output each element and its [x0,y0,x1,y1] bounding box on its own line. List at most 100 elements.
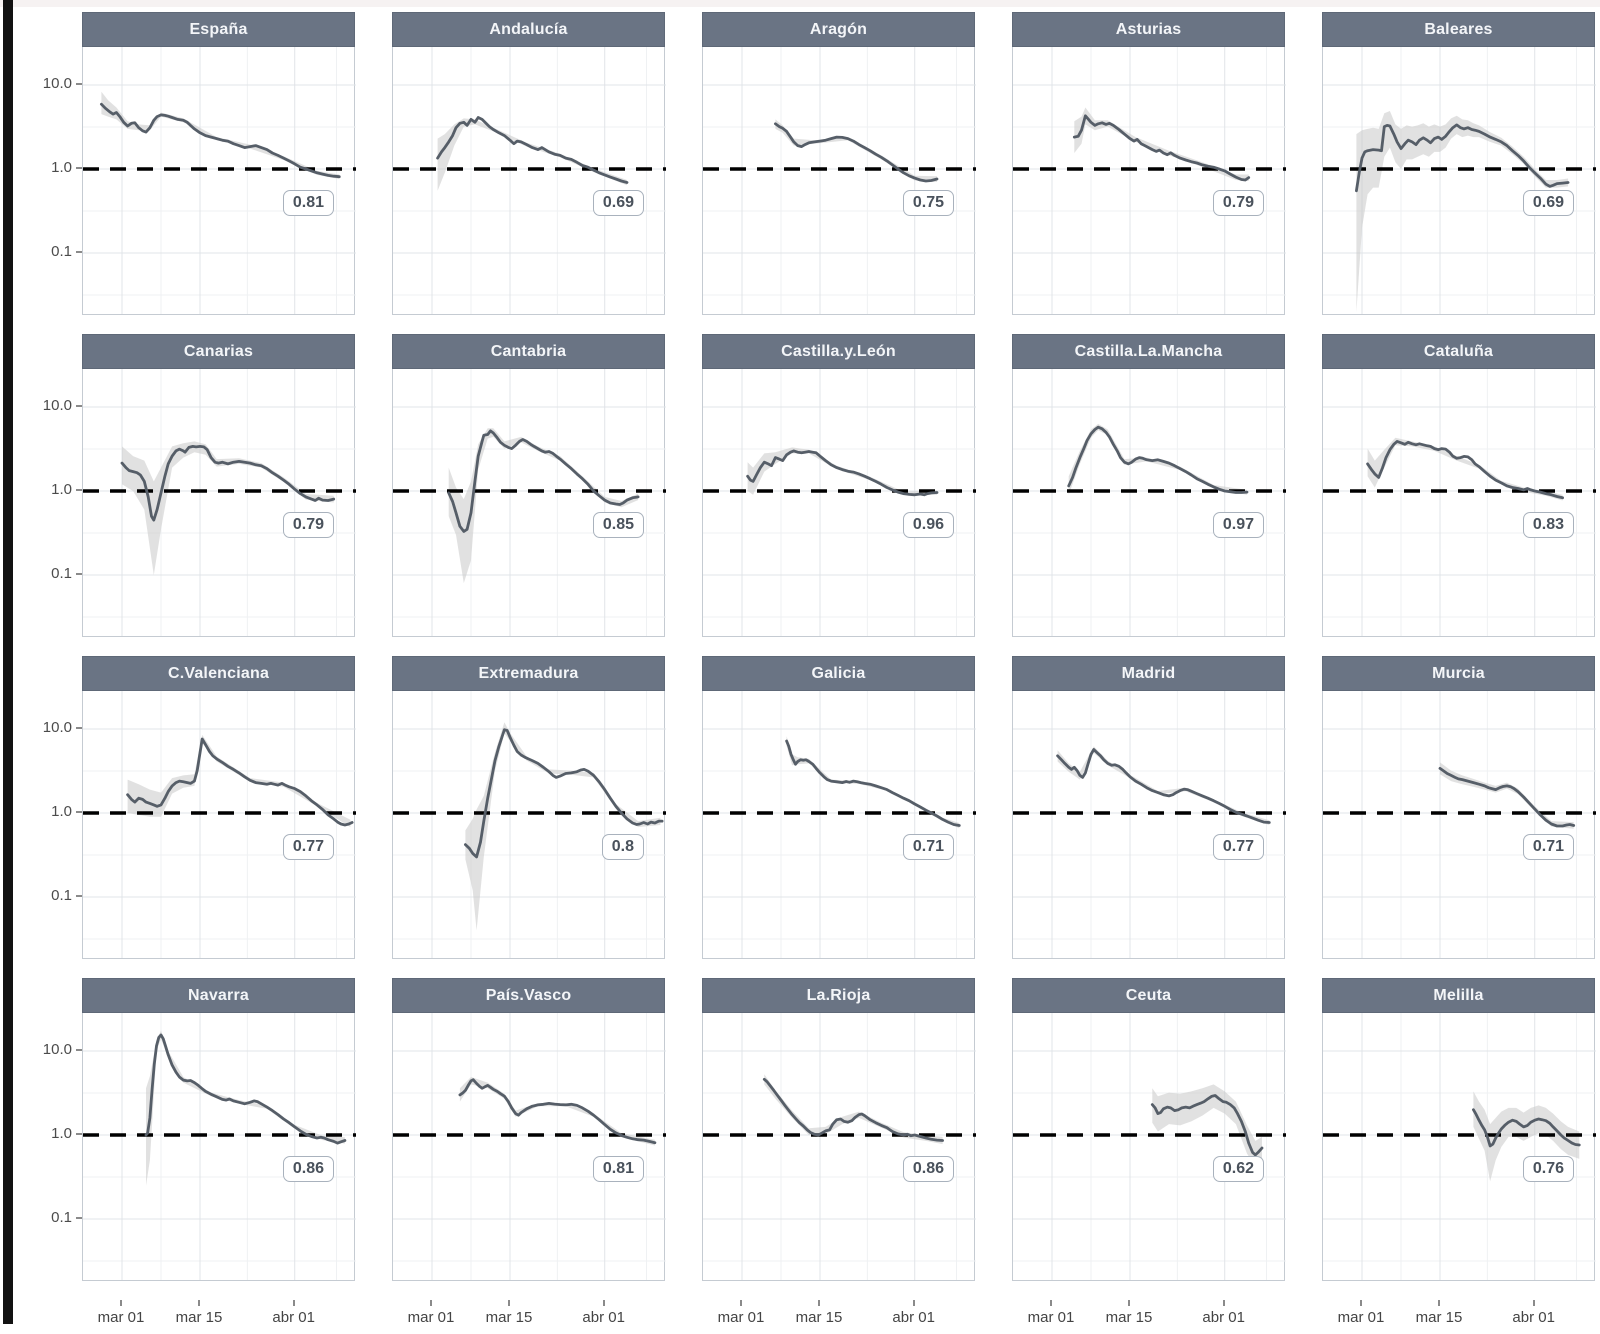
trend-line [447,429,640,533]
plot-area: 0.62 [1012,1013,1286,1281]
x-axis: mar 01 mar 15 abr 01 mar 01 mar 15 abr 01 mar … [82,1300,1600,1334]
plot-area: 0.81 [392,1013,666,1281]
plot-area: 0.76 [1322,1013,1596,1281]
trend-line [436,116,629,184]
plot-area: 0.79 [1012,47,1286,315]
y-tick-label: 1.0 [51,159,72,176]
confidence-ribbon [775,119,937,182]
y-tick-label: 10.0 [42,397,72,414]
facet-title: Canarias [183,342,254,360]
facet-strip: Baleares [1322,12,1595,47]
plot-area: 0.86 [82,1013,356,1281]
facet-title: Cantabria [490,342,567,360]
y-tick-label: 10.0 [42,75,72,92]
confidence-ribbon [101,91,340,179]
facet-title: C.Valenciana [167,664,270,682]
x-tick-mark [1532,1300,1535,1306]
y-tick-mark [76,83,82,85]
x-tick-label: mar 15 [1105,1309,1153,1326]
value-badge: 0.83 [1522,512,1574,538]
facet-strip: Andalucía [392,12,665,47]
facet-strip: País.Vasco [392,978,665,1013]
panel-svg [1013,1013,1286,1280]
confidence-ribbon [1367,437,1563,501]
x-tick-mark [1360,1300,1362,1306]
facet-row: 10.0 1.0 0.1 España 0.81 Andalucía 0.69 Ar… [43,12,1600,315]
value-badge: 0.71 [1522,834,1574,860]
plot-area: 0.79 [82,369,356,637]
y-tick-mark [76,1133,82,1135]
confidence-ribbon [127,734,351,828]
x-tick-mark [1128,1300,1130,1306]
trend-line [1355,123,1570,193]
y-axis-labels: 10.0 1.0 0.1 [0,656,82,958]
facet-strip: España [82,12,355,47]
value-badge: 0.69 [592,190,644,216]
x-tick-mark [602,1300,605,1306]
plot-area: 0.75 [702,47,976,315]
trend-line [99,102,341,179]
x-tick-label: mar 01 [407,1309,455,1326]
facet-title: Ceuta [1125,986,1172,1004]
facet-strip: Castilla.y.León [702,334,975,369]
panel-svg [83,47,356,314]
y-tick-label: 0.1 [51,243,72,260]
value-badge: 0.75 [902,190,954,216]
value-badge: 0.97 [1212,512,1264,538]
facet-panel: Aragón 0.75 [702,12,976,315]
facet-strip: Castilla.La.Mancha [1012,334,1285,369]
x-tick-label: mar 15 [485,1309,533,1326]
facet-strip: Extremadura [392,656,665,691]
facet-title: Galicia [811,664,866,682]
plot-area: 0.77 [1012,691,1286,959]
trend-line [144,1033,347,1145]
y-axis-labels: 10.0 1.0 0.1 [0,12,82,314]
value-badge: 0.79 [282,512,334,538]
confidence-ribbon [747,447,937,496]
facet-panel: La.Rioja 0.86 [702,978,976,1281]
facet-strip: Melilla [1322,978,1595,1013]
trend-line [762,1077,945,1142]
plot-area: 0.71 [1322,691,1596,959]
facet-panel: País.Vasco 0.81 [392,978,666,1281]
panel-svg [1323,47,1596,314]
y-tick-label: 1.0 [51,1125,72,1142]
value-badge: 0.77 [1212,834,1264,860]
y-tick-mark [76,167,82,169]
facet-strip: Ceuta [1012,978,1285,1013]
trend-line [1366,440,1565,500]
confidence-ribbon [465,722,661,931]
panel-svg [1013,369,1286,636]
value-badge: 0.76 [1522,1156,1574,1182]
x-tick-label: mar 15 [175,1309,223,1326]
x-tick-label: mar 01 [717,1309,765,1326]
panel-svg [1323,1013,1596,1280]
plot-area: 0.83 [1322,369,1596,637]
facet-strip: Murcia [1322,656,1595,691]
x-tick-label: mar 01 [1337,1309,1385,1326]
panel-svg [703,1013,976,1280]
plot-area: 0.69 [392,47,666,315]
trend-line [1056,748,1271,824]
x-tick-mark [198,1300,200,1306]
facet-title: Melilla [1433,986,1484,1004]
y-tick-mark [76,1049,82,1051]
confidence-ribbon [448,428,639,584]
facet-panel: España 0.81 [82,12,356,315]
facet-strip: Cataluña [1322,334,1595,369]
x-tick-label: abr 01 [892,1309,935,1326]
facet-title: Madrid [1121,664,1176,682]
confidence-ribbon [1152,1084,1262,1167]
value-badge: 0.96 [902,512,954,538]
facet-panel: C.Valenciana 0.77 [82,656,356,959]
facet-panel: Baleares 0.69 [1322,12,1596,315]
plot-area: 0.85 [392,369,666,637]
plot-area: 0.8 [392,691,666,959]
facet-strip: Canarias [82,334,355,369]
facet-title: Baleares [1424,20,1493,38]
trend-line [1067,425,1249,494]
y-tick-mark [76,1217,82,1219]
y-tick-mark [76,727,82,729]
y-axis-labels: 10.0 1.0 0.1 [0,334,82,636]
y-tick-label: 10.0 [42,719,72,736]
